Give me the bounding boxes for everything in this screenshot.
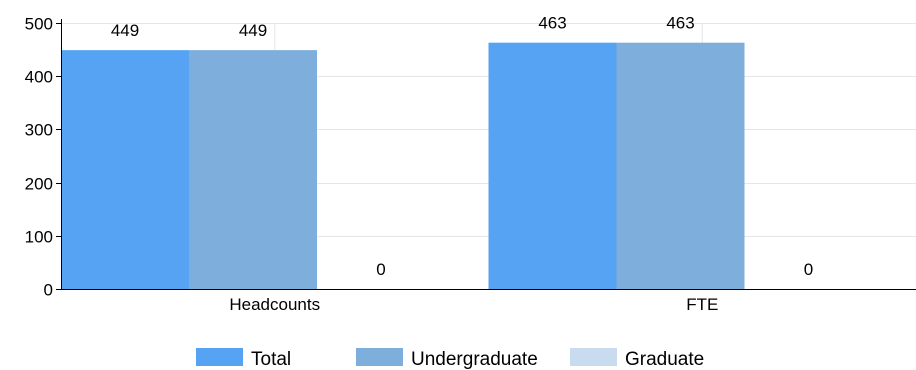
data-label: 463 <box>538 14 566 33</box>
bar-undergraduate-fte <box>616 42 745 290</box>
legend-label: Undergraduate <box>411 349 538 370</box>
bar-total-fte <box>488 42 617 290</box>
legend-swatch-total <box>196 348 243 366</box>
data-label: 449 <box>239 21 267 40</box>
data-label: 463 <box>666 14 694 33</box>
axes <box>56 19 916 290</box>
y-tick-label: 500 <box>25 15 53 34</box>
data-label: 0 <box>376 260 385 279</box>
legend-label: Total <box>251 349 291 370</box>
labels-group: 0 100 200 300 400 500 449 449 0 Headcounts 463 463 0… <box>25 14 814 314</box>
y-tick-label: 200 <box>25 175 53 194</box>
bar-undergraduate-headcounts <box>189 50 317 289</box>
bar-total-headcounts <box>61 50 189 289</box>
data-label: 0 <box>804 260 813 279</box>
legend-swatch-undergraduate <box>356 348 403 366</box>
legend-label: Graduate <box>625 349 704 370</box>
legend: Total Undergraduate Graduate <box>196 348 704 370</box>
x-category-label: Headcounts <box>229 295 320 314</box>
data-label: 449 <box>111 21 139 40</box>
legend-swatch-graduate <box>570 348 617 366</box>
y-tick-label: 0 <box>44 281 53 300</box>
y-tick-label: 300 <box>25 121 53 140</box>
y-tick-label: 100 <box>25 228 53 247</box>
bars-group <box>61 42 745 290</box>
y-tick-label: 400 <box>25 68 53 87</box>
x-category-label: FTE <box>686 295 718 314</box>
